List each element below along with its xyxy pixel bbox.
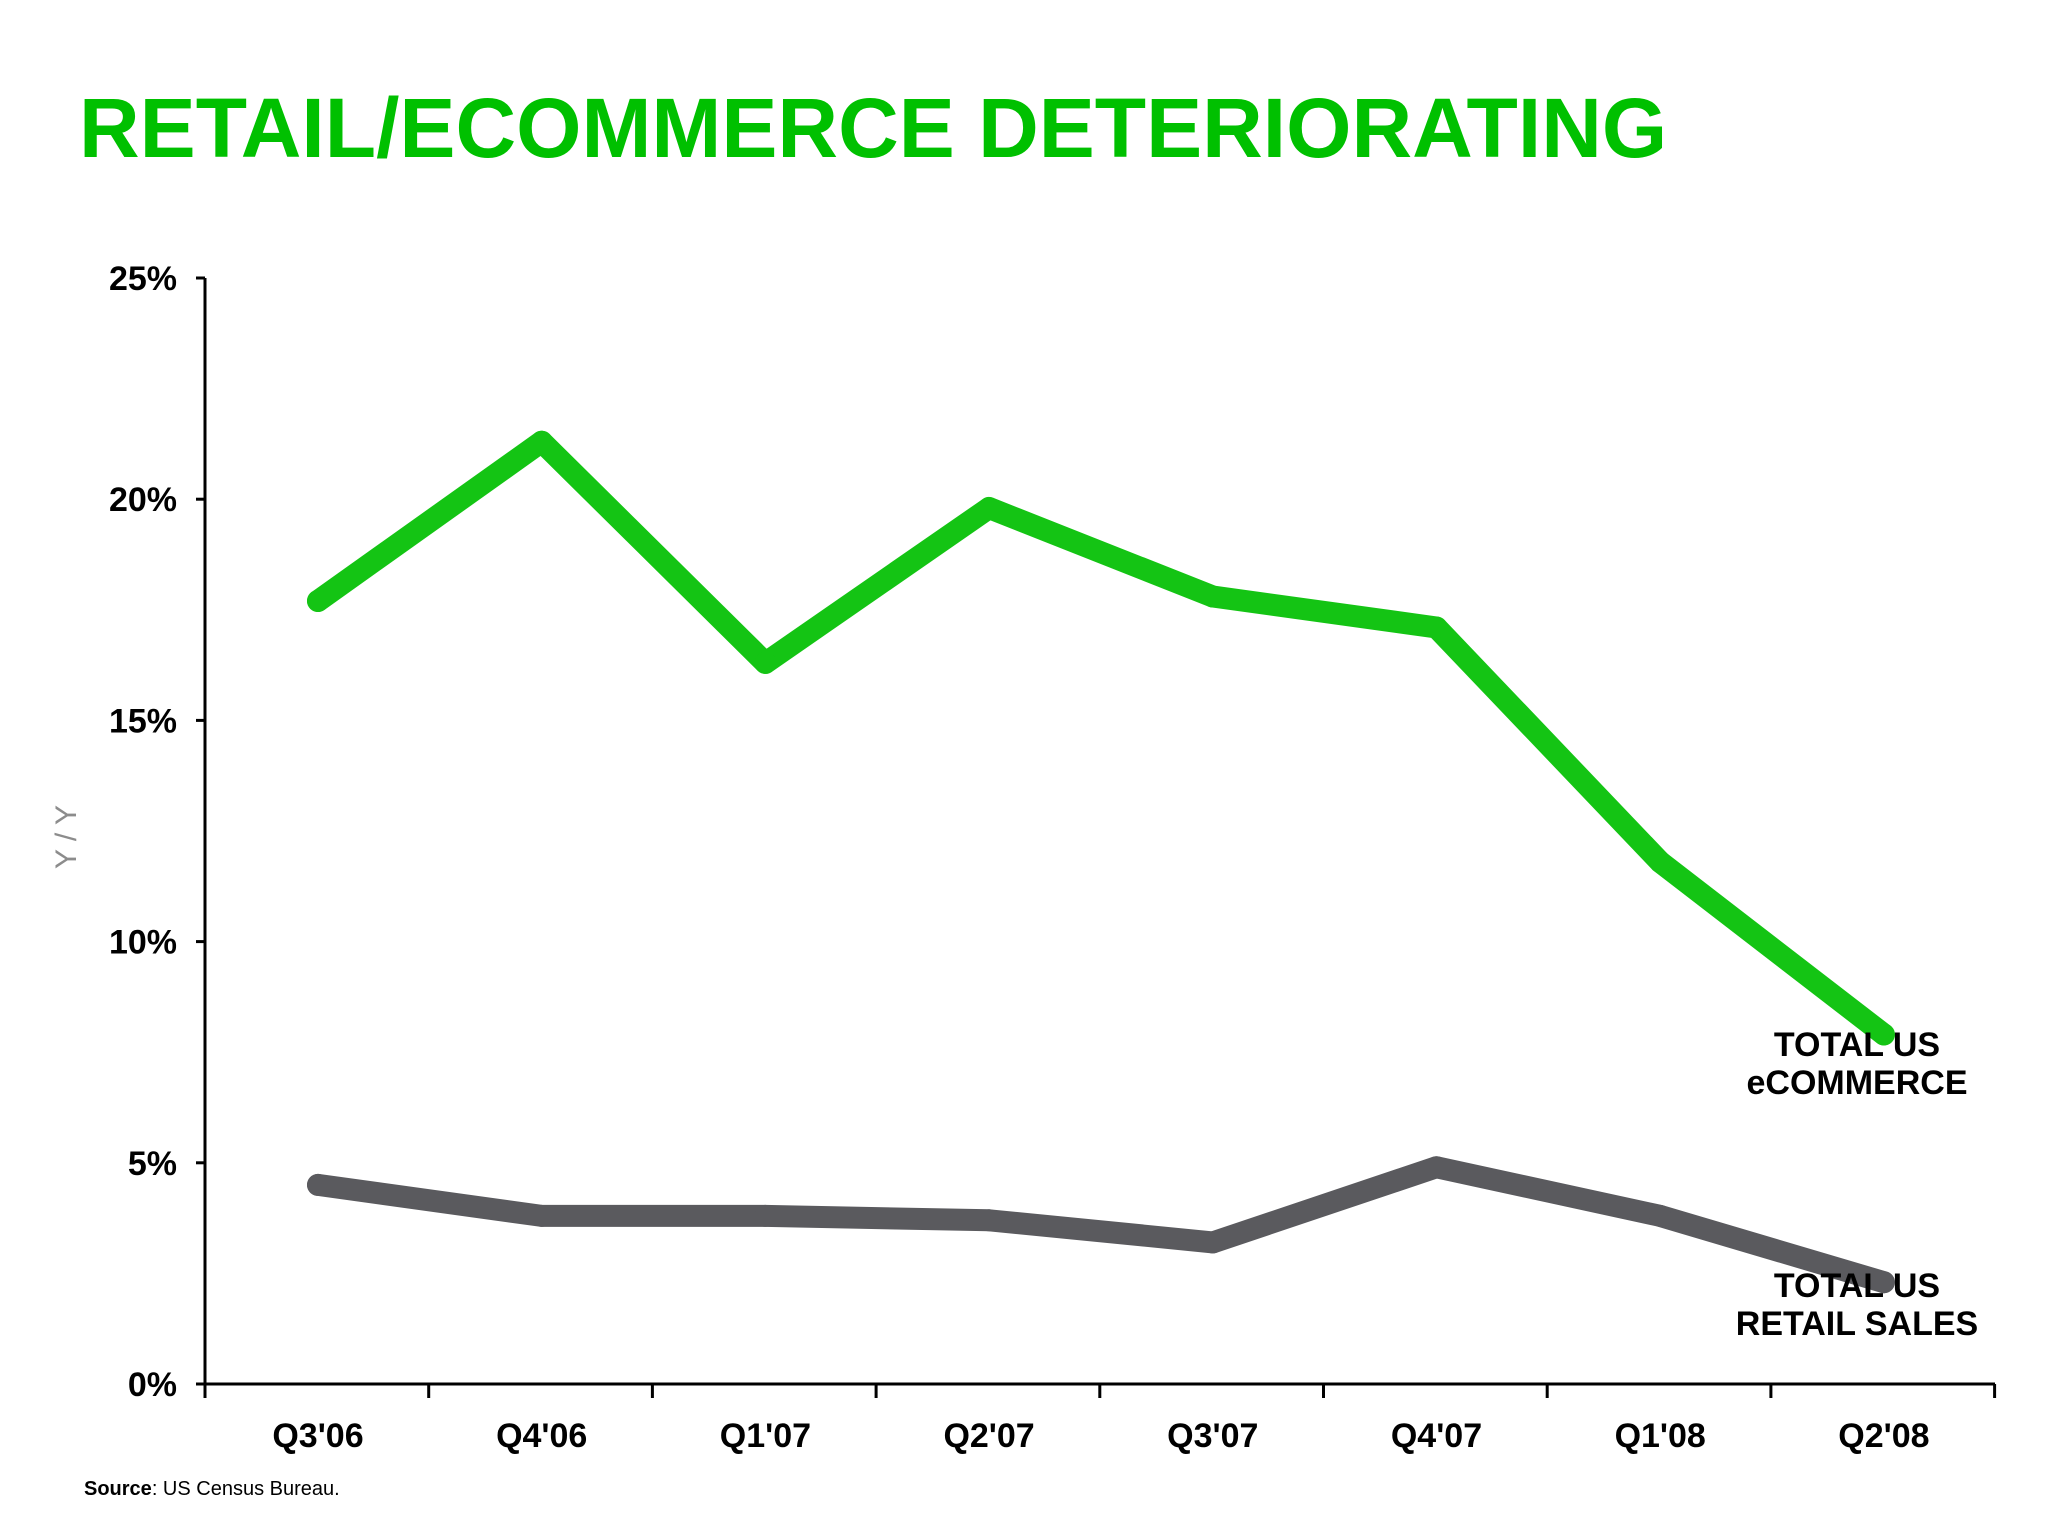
data-point xyxy=(1649,1204,1672,1227)
data-point xyxy=(1425,616,1448,639)
data-point xyxy=(1201,585,1224,608)
series-line-1 xyxy=(307,1156,1895,1294)
axes: 0% 5% 10% 15% 20% 25% Q3'06 Q4'06 Q1'07 Q2'07 Q3'0… xyxy=(50,260,1997,1455)
y-tick-label: 20% xyxy=(109,481,177,519)
x-tick-label: Q1'07 xyxy=(720,1417,811,1455)
series-label: RETAIL SALES xyxy=(1736,1305,1978,1343)
series-label: TOTAL US xyxy=(1774,1026,1940,1064)
x-tick-label: Q2'07 xyxy=(943,1417,1034,1455)
x-tick-label: Q1'08 xyxy=(1615,1417,1706,1455)
data-point xyxy=(1201,1231,1224,1254)
series-label: eCOMMERCE xyxy=(1746,1064,1967,1102)
x-tick-label: Q3'07 xyxy=(1167,1417,1258,1455)
data-point xyxy=(1872,1271,1895,1294)
data-point xyxy=(1649,850,1672,873)
data-point xyxy=(754,651,777,674)
source-text: : US Census Bureau. xyxy=(151,1478,340,1500)
data-point xyxy=(978,1209,1001,1232)
data-point xyxy=(530,1204,553,1227)
data-point xyxy=(754,1204,777,1227)
series-layer xyxy=(307,430,1895,1294)
x-tick-label: Q2'08 xyxy=(1838,1417,1929,1455)
data-point xyxy=(307,1173,329,1196)
y-tick-label: 5% xyxy=(128,1145,177,1183)
data-point xyxy=(307,589,329,612)
y-axis-title: Y / Y xyxy=(50,805,83,869)
data-point xyxy=(1872,1023,1895,1046)
x-tick-label: Q3'06 xyxy=(272,1417,363,1455)
data-point xyxy=(1425,1156,1448,1179)
data-point xyxy=(978,497,1001,520)
y-tick-label: 15% xyxy=(109,702,177,740)
data-point xyxy=(530,430,553,453)
x-tick-label: Q4'06 xyxy=(496,1417,587,1455)
page-title: RETAIL/ECOMMERCE DETERIORATING xyxy=(79,81,1668,175)
series-line-0 xyxy=(307,430,1895,1046)
source-note: Source: US Census Bureau. xyxy=(84,1478,340,1501)
series-label: TOTAL US xyxy=(1774,1267,1940,1305)
source-label: Source xyxy=(84,1478,152,1500)
x-tick-label: Q4'07 xyxy=(1391,1417,1482,1455)
y-tick-label: 0% xyxy=(128,1366,177,1404)
y-tick-label: 10% xyxy=(109,924,177,962)
y-tick-label: 25% xyxy=(109,260,177,298)
